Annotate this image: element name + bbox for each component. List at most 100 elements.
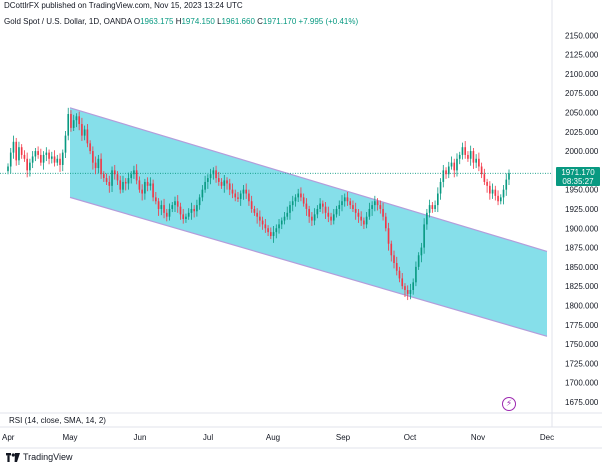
candle-body xyxy=(415,266,417,283)
candle-body xyxy=(174,201,176,206)
candle-body xyxy=(343,197,346,202)
candle-body xyxy=(305,203,308,209)
candle-body xyxy=(176,201,179,207)
candle-body xyxy=(26,158,28,171)
candle-body xyxy=(417,255,420,267)
candle-body xyxy=(37,151,39,155)
y-tick-label: 2150.000 xyxy=(565,31,599,40)
lightning-icon[interactable]: ⚡ xyxy=(502,397,516,411)
candle-body xyxy=(456,158,458,171)
y-tick-label: 2050.000 xyxy=(565,108,599,117)
candle-body xyxy=(15,141,18,161)
candle-body xyxy=(248,193,250,202)
candle-body xyxy=(472,151,475,163)
candle-body xyxy=(428,205,431,213)
y-tick-label: 1875.000 xyxy=(565,244,599,253)
candle-body xyxy=(483,174,486,182)
candle-body xyxy=(20,147,23,155)
candle-body xyxy=(209,174,212,179)
candle-body xyxy=(193,208,195,212)
candle-body xyxy=(100,158,102,175)
candle-body xyxy=(311,216,313,221)
y-tick-label: 1750.000 xyxy=(565,340,599,349)
y-tick-label: 1950.000 xyxy=(565,186,599,195)
candle-body xyxy=(497,195,499,202)
candle-body xyxy=(264,224,267,229)
y-tick-label: 1725.000 xyxy=(565,359,599,368)
symbol-title[interactable]: Gold Spot / U.S. Dollar, 1D, OANDA xyxy=(4,17,132,26)
candle-body xyxy=(467,154,469,159)
candle-body xyxy=(220,181,223,186)
candle-body xyxy=(269,232,272,236)
candle-body xyxy=(122,181,124,190)
candle-body xyxy=(116,174,119,181)
candle-body xyxy=(390,243,393,256)
x-tick-label: Sep xyxy=(336,433,351,442)
candle-body xyxy=(450,162,453,167)
candle-body xyxy=(111,170,113,186)
candle-body xyxy=(302,197,305,204)
symbol-legend: Gold Spot / U.S. Dollar, 1D, OANDA O1963… xyxy=(4,17,358,26)
candle-body xyxy=(289,205,291,213)
candle-body xyxy=(141,189,143,194)
candle-body xyxy=(354,208,357,213)
high-value: 1974.150 xyxy=(181,17,215,26)
candle-body xyxy=(64,135,67,153)
y-tick-label: 2125.000 xyxy=(565,51,599,60)
candle-body xyxy=(223,180,226,186)
candle-body xyxy=(160,205,163,209)
candle-body xyxy=(324,206,327,213)
candle-body xyxy=(144,181,146,194)
candle-body xyxy=(86,129,89,144)
candle-body xyxy=(445,170,447,175)
candle-body xyxy=(7,166,9,172)
candle-body xyxy=(442,170,445,182)
candle-body xyxy=(431,205,434,209)
y-tick-label: 1675.000 xyxy=(565,398,599,407)
close-value: 1971.170 xyxy=(262,17,297,26)
y-tick-label: 2075.000 xyxy=(565,89,599,98)
candle-body xyxy=(376,201,379,206)
candle-body xyxy=(327,212,330,217)
candle-body xyxy=(469,151,472,159)
y-tick-label: 1825.000 xyxy=(565,282,599,291)
change-value: +7.995 (+0.41%) xyxy=(298,17,359,26)
candle-body xyxy=(12,141,15,153)
candle-body xyxy=(478,158,480,167)
candle-body xyxy=(475,158,477,163)
y-tick-label: 2025.000 xyxy=(565,128,599,137)
candle-body xyxy=(130,174,133,179)
candle-body xyxy=(18,147,20,161)
candle-body xyxy=(207,178,209,182)
candle-body xyxy=(423,224,425,248)
close-key: C xyxy=(257,17,263,26)
rsi-indicator-label[interactable]: RSI (14, close, SMA, 14, 2) xyxy=(9,416,106,425)
candle-body xyxy=(272,232,275,236)
candle-body xyxy=(294,197,297,202)
candle-body xyxy=(155,197,157,202)
candle-body xyxy=(23,154,26,159)
candle-body xyxy=(338,205,341,209)
x-tick-label: Oct xyxy=(404,433,417,442)
candle-body xyxy=(332,214,335,221)
candle-body xyxy=(464,147,467,155)
candle-body xyxy=(187,212,190,217)
candle-body xyxy=(283,216,286,221)
candle-body xyxy=(480,166,483,175)
candle-body xyxy=(133,170,135,175)
channel-lower-line xyxy=(69,196,548,337)
candle-body xyxy=(152,183,154,198)
candle-body xyxy=(237,197,239,199)
candle-body xyxy=(360,216,362,221)
y-tick-label: 2100.000 xyxy=(565,70,599,79)
candle-body xyxy=(196,205,198,212)
candle-body xyxy=(436,193,439,206)
candle-body xyxy=(81,124,83,136)
candle-body xyxy=(261,220,264,225)
bar-countdown: 08:35:27 xyxy=(562,177,594,186)
candle-body xyxy=(171,205,174,209)
candle-body xyxy=(335,208,338,215)
candle-body xyxy=(486,181,488,186)
candle-body xyxy=(78,116,81,125)
